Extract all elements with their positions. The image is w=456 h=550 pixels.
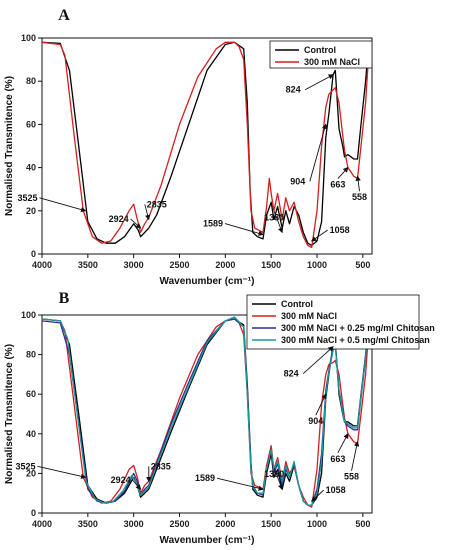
panel-a-series-line-1 [41, 41, 371, 247]
panel-b-annotation-1058: 1058 [326, 485, 346, 495]
panel-a-x-tick-label: 2500 [169, 260, 189, 270]
panel-a-legend: Control 300 mM NaCl [269, 40, 373, 69]
panel-a-y-tick-label: 40 [26, 163, 36, 173]
panel-a-x-tick-label: 4000 [32, 260, 52, 270]
panel-b-y-tick-label: 60 [26, 389, 36, 399]
panel-a-legend-box [269, 40, 373, 69]
panel-b-y-tick-label: 80 [26, 350, 36, 360]
panel-b-annotation-arrow [302, 346, 334, 375]
panel-a-y-axis-label: Normalised Transmitence (%) [4, 76, 15, 216]
panel-b-legend-entry: 300 mM NaCl + 0.25 mg/ml Chitosan [281, 323, 435, 333]
panel-a-annotation-arrow [130, 218, 142, 229]
panel-a-annotation-2835: 2835 [147, 199, 167, 209]
panel-a-annotation-904: 904 [290, 176, 305, 186]
panel-a-x-tick-label: 3500 [78, 260, 98, 270]
panel-b-x-tick-label: 3000 [124, 519, 144, 529]
panel-b-x-tick-label: 3500 [78, 519, 98, 529]
panel-b-plot-frame [41, 314, 373, 514]
panel-b-legend-entry: 300 mM NaCl [281, 311, 337, 321]
panel-b-annotation-904: 904 [308, 416, 323, 426]
panel-a-legend-entry: Control [304, 45, 336, 55]
panel-a-label: A [58, 7, 70, 24]
panel-a-annotation-arrow [39, 197, 87, 213]
panel-b-y-tick-label: 100 [21, 310, 36, 320]
panel-a-series-line-2 [41, 41, 371, 249]
panel-a-plot-frame [41, 37, 373, 255]
panel-b-y-axis-label: Normalised Transmitence (%) [4, 344, 15, 484]
panel-b-annotation-arrow [351, 440, 360, 471]
panel-b: B 4000 3500 3000 2500 2000 1500 1000 500 0 20 40 60 8… [4, 290, 435, 546]
panel-b-y-tick-label: 40 [26, 429, 36, 439]
panel-a-annotation-1589: 1589 [203, 219, 223, 229]
panel-a-annotation-arrow [337, 166, 349, 179]
panel-a-legend-entry: 300 mM NaCl [304, 57, 360, 67]
panel-b-x-tick-label: 1000 [307, 519, 327, 529]
panel-b-annotation-2924: 2924 [111, 475, 131, 485]
panel-b-annotation-1380: 1380 [264, 469, 284, 479]
panel-a-annotation-arrow [304, 74, 334, 91]
panel-a-x-tick-label: 1000 [307, 260, 327, 270]
panel-a-annotation-1058: 1058 [330, 225, 350, 235]
panel-a-x-tick-label: 500 [355, 260, 370, 270]
panel-a-x-axis-label: Wavenumber (cm⁻¹) [160, 276, 255, 287]
panel-b-x-axis-label: Wavenumber (cm⁻¹) [160, 535, 255, 546]
panel-a-annotation-arrow [310, 229, 328, 242]
panel-b-annotation-arrow [273, 468, 284, 491]
panel-b-annotation-558: 558 [344, 472, 359, 482]
panel-a: A 4000 3500 3000 2500 2000 1500 1000 500 0 20 40 60 8… [4, 7, 373, 287]
panel-a-annotation-arrow [144, 204, 151, 221]
panel-b-annotation-663: 663 [330, 454, 345, 464]
panel-b-annotation-arrow [132, 479, 142, 490]
panel-b-legend-entry: 300 mM NaCl + 0.5 mg/ml Chitosan [281, 335, 430, 345]
panel-a-annotation-663: 663 [330, 180, 345, 190]
panel-b-annotation-arrow [337, 433, 349, 454]
panel-a-annotation-arrow [309, 123, 328, 182]
panel-a-y-tick-label: 0 [31, 249, 36, 259]
panel-b-y-tick-label: 0 [31, 508, 36, 518]
panel-b-annotation-arrow [216, 477, 264, 491]
panel-a-annotation-824: 824 [286, 85, 301, 95]
panel-a-annotation-3525: 3525 [18, 193, 38, 203]
panel-b-label: B [59, 290, 70, 307]
panel-b-x-tick-label: 2500 [169, 519, 189, 529]
panel-a-y-tick-label: 80 [26, 76, 36, 86]
panel-b-annotation-arrow [315, 393, 327, 416]
panel-b-annotation-1589: 1589 [195, 473, 215, 483]
panel-a-annotation-arrow [224, 223, 264, 236]
panel-a-y-tick-label: 60 [26, 119, 36, 129]
panel-b-x-tick-label: 500 [355, 519, 370, 529]
panel-b-legend: Control 300 mM NaCl 300 mM NaCl + 0.25 mg/… [246, 294, 435, 350]
panel-b-annotation-arrow [311, 489, 324, 502]
panel-a-x-tick-label: 3000 [124, 260, 144, 270]
panel-a-annotation-arrow [355, 175, 361, 192]
panel-b-x-tick-label: 1500 [261, 519, 281, 529]
panel-b-legend-entry: Control [281, 299, 313, 309]
panel-a-annotation-2924: 2924 [109, 214, 129, 224]
panel-b-annotation-2835: 2835 [151, 461, 171, 471]
panel-a-y-tick-label: 100 [21, 33, 36, 43]
panel-b-series-line-4 [41, 316, 371, 506]
panel-b-x-tick-label: 2000 [215, 519, 235, 529]
panel-a-annotation-558: 558 [352, 192, 367, 202]
panel-a-x-tick-label: 2000 [215, 260, 235, 270]
panel-b-annotation-824: 824 [284, 369, 299, 379]
panel-a-annotation-1380: 1380 [264, 212, 284, 222]
panel-a-y-tick-label: 20 [26, 206, 36, 216]
panel-b-x-tick-label: 4000 [32, 519, 52, 529]
panel-a-annotation-arrow [273, 211, 284, 234]
panel-b-annotation-3525: 3525 [16, 461, 36, 471]
panel-b-y-tick-label: 20 [26, 468, 36, 478]
panel-b-annotation-arrow [37, 465, 87, 479]
panel-a-x-tick-label: 1500 [261, 260, 281, 270]
panel-b-series-line-2 [41, 318, 371, 508]
